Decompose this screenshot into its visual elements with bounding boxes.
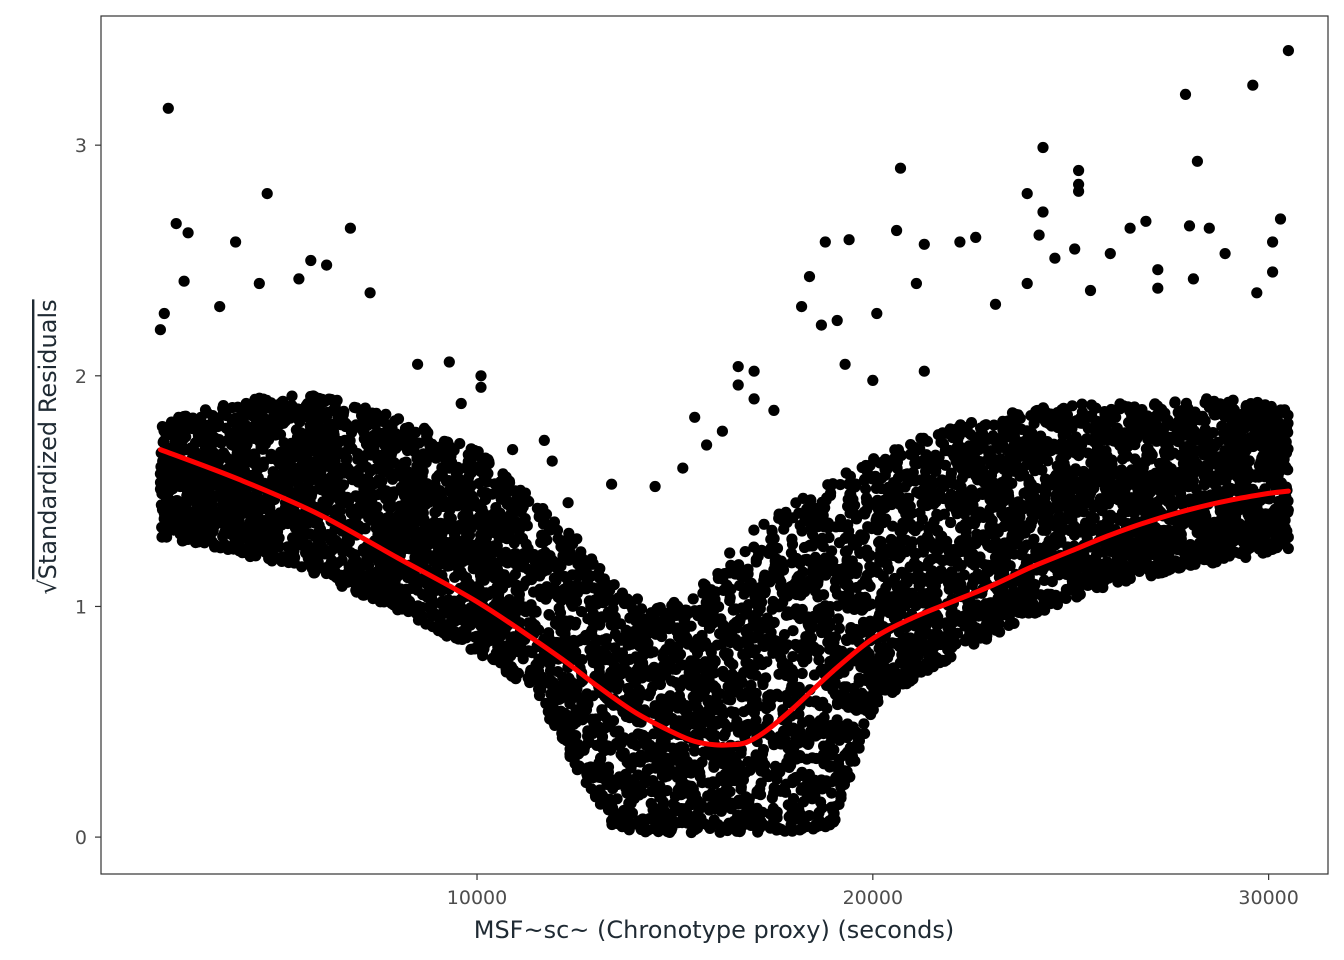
data-point xyxy=(812,591,824,603)
data-point xyxy=(748,541,760,553)
data-point xyxy=(832,729,844,742)
data-point xyxy=(787,651,799,663)
data-point xyxy=(909,525,921,537)
data-point xyxy=(839,546,852,558)
data-point xyxy=(687,593,699,605)
data-point xyxy=(798,541,811,554)
data-point xyxy=(598,798,611,810)
data-point xyxy=(1003,619,1015,632)
data-point xyxy=(838,765,850,777)
data-point xyxy=(399,422,412,435)
data-point xyxy=(773,508,785,520)
data-point xyxy=(575,606,588,618)
data-point xyxy=(832,613,844,625)
data-point xyxy=(1070,431,1082,443)
data-point xyxy=(859,508,871,520)
data-point xyxy=(733,559,745,571)
data-point xyxy=(787,625,799,637)
data-point xyxy=(725,694,737,706)
data-point xyxy=(523,495,535,507)
data-point xyxy=(618,597,631,610)
data-point xyxy=(533,683,545,695)
data-point xyxy=(633,684,646,696)
data-point xyxy=(389,415,401,427)
data-point xyxy=(724,547,736,559)
data-point xyxy=(988,419,1000,431)
data-point xyxy=(797,717,809,729)
data-point xyxy=(739,546,751,558)
data-point xyxy=(748,524,760,536)
data-point xyxy=(257,443,269,455)
data-point xyxy=(858,718,870,730)
data-point xyxy=(768,782,780,794)
data-point xyxy=(1006,407,1019,419)
data-point xyxy=(235,508,247,520)
data-point xyxy=(924,521,936,533)
data-point xyxy=(388,457,400,469)
data-point xyxy=(668,716,681,729)
data-point xyxy=(647,646,660,658)
data-point xyxy=(780,609,793,621)
data-point xyxy=(218,406,230,418)
data-point xyxy=(860,483,872,495)
data-point xyxy=(835,789,847,801)
data-point xyxy=(730,603,742,615)
data-point xyxy=(286,390,298,402)
data-point xyxy=(609,642,621,654)
data-point xyxy=(1198,490,1210,502)
data-point xyxy=(816,802,828,814)
data-point xyxy=(833,622,846,635)
data-point xyxy=(457,510,469,522)
data-point xyxy=(793,804,805,816)
data-point xyxy=(849,508,861,521)
data-point xyxy=(970,538,982,550)
data-point xyxy=(536,536,548,548)
data-point xyxy=(732,726,745,738)
data-point xyxy=(1028,418,1040,430)
data-point xyxy=(575,546,587,558)
data-point xyxy=(787,722,799,734)
data-point xyxy=(567,600,579,612)
data-point xyxy=(852,737,864,749)
data-point xyxy=(595,753,607,765)
data-point xyxy=(842,493,854,505)
data-point xyxy=(846,555,858,567)
data-point xyxy=(521,520,533,532)
data-point xyxy=(710,586,722,598)
data-point xyxy=(1148,399,1161,411)
data-point xyxy=(758,518,770,530)
data-points xyxy=(154,45,1294,839)
data-point xyxy=(727,659,739,671)
data-point xyxy=(385,467,397,479)
data-point xyxy=(669,790,682,803)
data-point xyxy=(633,789,645,801)
data-point xyxy=(790,497,802,509)
data-point xyxy=(757,744,770,756)
